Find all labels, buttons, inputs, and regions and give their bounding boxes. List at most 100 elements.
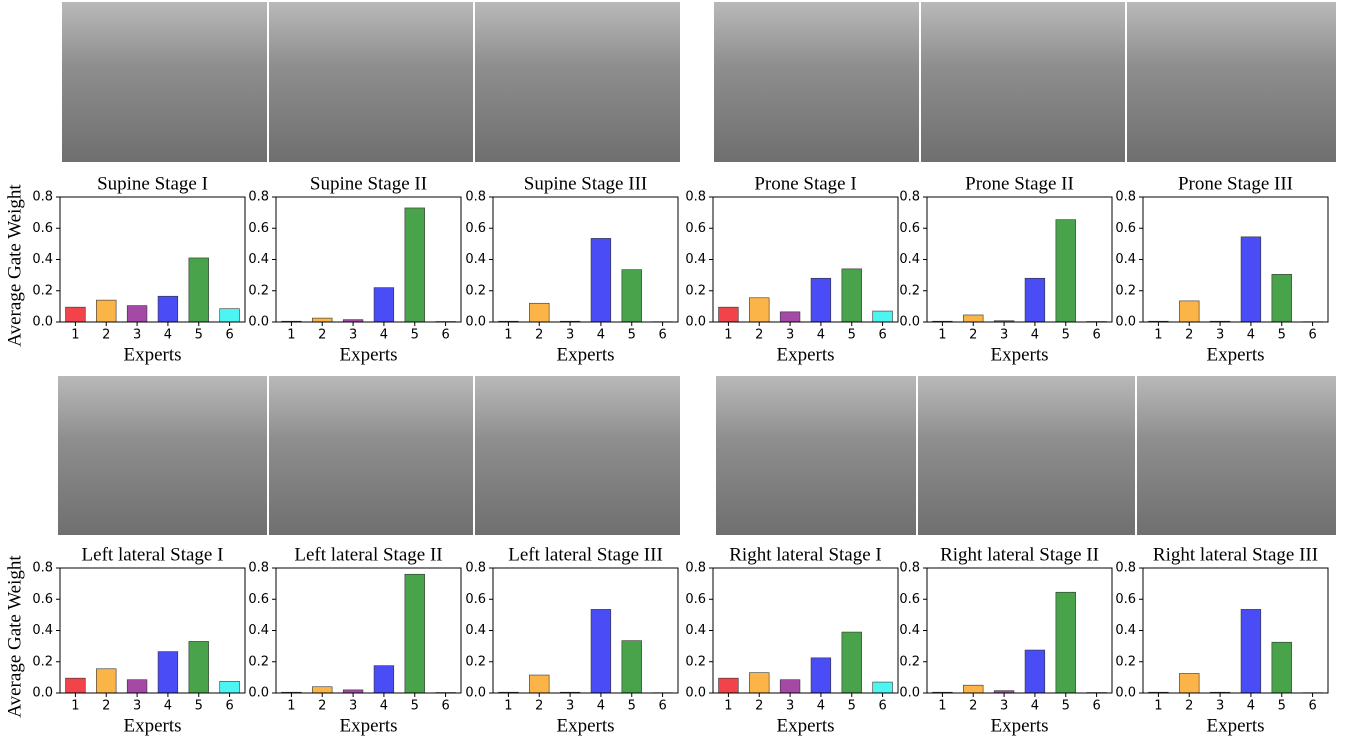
x-tick-label: 6 [441, 328, 449, 343]
x-tick-label: 2 [102, 699, 110, 714]
x-axis-label: Experts [339, 344, 397, 365]
axes-frame [276, 197, 461, 322]
bar [1056, 220, 1076, 322]
y-tick-label: 0.8 [465, 561, 486, 576]
x-axis-label: Experts [556, 344, 614, 365]
x-tick-label: 5 [195, 699, 203, 714]
x-tick-label: 5 [628, 328, 636, 343]
photo [269, 376, 473, 535]
bar [719, 307, 739, 322]
y-tick-label: 0.4 [32, 623, 53, 638]
x-tick-label: 3 [1216, 328, 1224, 343]
x-tick-label: 4 [380, 328, 388, 343]
x-tick-label: 6 [878, 328, 886, 343]
x-tick-label: 4 [164, 699, 172, 714]
y-tick-label: 0.8 [1115, 190, 1136, 205]
chart-title: Supine Stage III [524, 173, 647, 194]
y-tick-label: 0.8 [32, 190, 53, 205]
y-tick-label: 0.0 [899, 686, 920, 701]
x-axis-label: Experts [990, 344, 1048, 365]
bar [158, 652, 178, 693]
x-tick-label: 3 [349, 328, 357, 343]
x-tick-label: 3 [566, 328, 574, 343]
x-tick-label: 1 [504, 328, 512, 343]
photo [269, 2, 473, 162]
y-tick-label: 0.4 [685, 252, 706, 267]
bar [591, 238, 611, 322]
bar [963, 685, 983, 693]
chart-title: Left lateral Stage III [508, 544, 663, 565]
x-tick-label: 2 [1185, 699, 1193, 714]
axes-frame [276, 568, 461, 693]
y-tick-label: 0.6 [899, 221, 920, 236]
bar [1272, 274, 1292, 322]
x-tick-label: 5 [1062, 328, 1070, 343]
y-tick-label: 0.0 [899, 315, 920, 330]
photo [918, 376, 1135, 535]
y-tick-label: 0.8 [1115, 561, 1136, 576]
x-tick-label: 1 [287, 699, 295, 714]
bar [96, 300, 116, 322]
x-axis-label: Experts [1206, 715, 1264, 736]
bar [873, 682, 893, 693]
x-axis-label: Experts [776, 715, 834, 736]
y-tick-label: 0.2 [248, 654, 269, 669]
x-axis-label: Experts [990, 715, 1048, 736]
bar [780, 312, 800, 322]
x-tick-label: 5 [411, 699, 419, 714]
photo [475, 376, 680, 535]
x-tick-label: 1 [1154, 328, 1162, 343]
bar [963, 315, 983, 322]
x-tick-label: 4 [817, 699, 825, 714]
y-tick-label: 0.6 [248, 221, 269, 236]
photo [62, 2, 267, 162]
y-tick-label: 0.2 [248, 283, 269, 298]
y-tick-label: 0.6 [685, 592, 706, 607]
chart-title: Right lateral Stage I [729, 544, 881, 565]
photo [475, 2, 680, 162]
chart-title: Right lateral Stage II [940, 544, 1099, 565]
x-tick-label: 3 [786, 699, 794, 714]
x-tick-label: 1 [287, 328, 295, 343]
bar [220, 681, 240, 693]
chart-title: Supine Stage II [310, 173, 427, 194]
x-tick-label: 6 [658, 699, 666, 714]
y-tick-label: 0.6 [248, 592, 269, 607]
y-tick-label: 0.6 [465, 221, 486, 236]
y-tick-label: 0.2 [1115, 654, 1136, 669]
y-tick-label: 0.8 [899, 190, 920, 205]
photos [58, 2, 1336, 535]
x-tick-label: 4 [597, 328, 605, 343]
chart-title: Right lateral Stage III [1153, 544, 1318, 565]
y-tick-label: 0.4 [1115, 623, 1136, 638]
x-tick-label: 2 [102, 328, 110, 343]
x-tick-label: 5 [1062, 699, 1070, 714]
x-tick-label: 5 [848, 328, 856, 343]
y-tick-label: 0.0 [248, 686, 269, 701]
x-tick-label: 2 [535, 328, 543, 343]
chart-title: Prone Stage II [965, 173, 1074, 194]
x-tick-label: 3 [786, 328, 794, 343]
bar [780, 680, 800, 693]
x-tick-label: 1 [938, 699, 946, 714]
bar [749, 298, 769, 322]
x-tick-label: 6 [225, 328, 233, 343]
y-tick-label: 0.6 [32, 592, 53, 607]
bar [96, 669, 116, 693]
bar [1179, 301, 1199, 322]
bar [1241, 237, 1261, 322]
x-tick-label: 2 [969, 699, 977, 714]
y-tick-label: 0.8 [248, 561, 269, 576]
x-tick-label: 3 [566, 699, 574, 714]
y-tick-label: 0.0 [248, 315, 269, 330]
y-tick-label: 0.4 [1115, 252, 1136, 267]
y-tick-label: 0.2 [685, 283, 706, 298]
x-tick-label: 5 [628, 699, 636, 714]
bar [405, 574, 425, 693]
x-tick-label: 1 [504, 699, 512, 714]
y-tick-label: 0.2 [465, 283, 486, 298]
y-tick-label: 0.0 [32, 315, 53, 330]
x-axis-label: Experts [123, 344, 181, 365]
bar [312, 687, 332, 693]
bar [189, 258, 209, 322]
